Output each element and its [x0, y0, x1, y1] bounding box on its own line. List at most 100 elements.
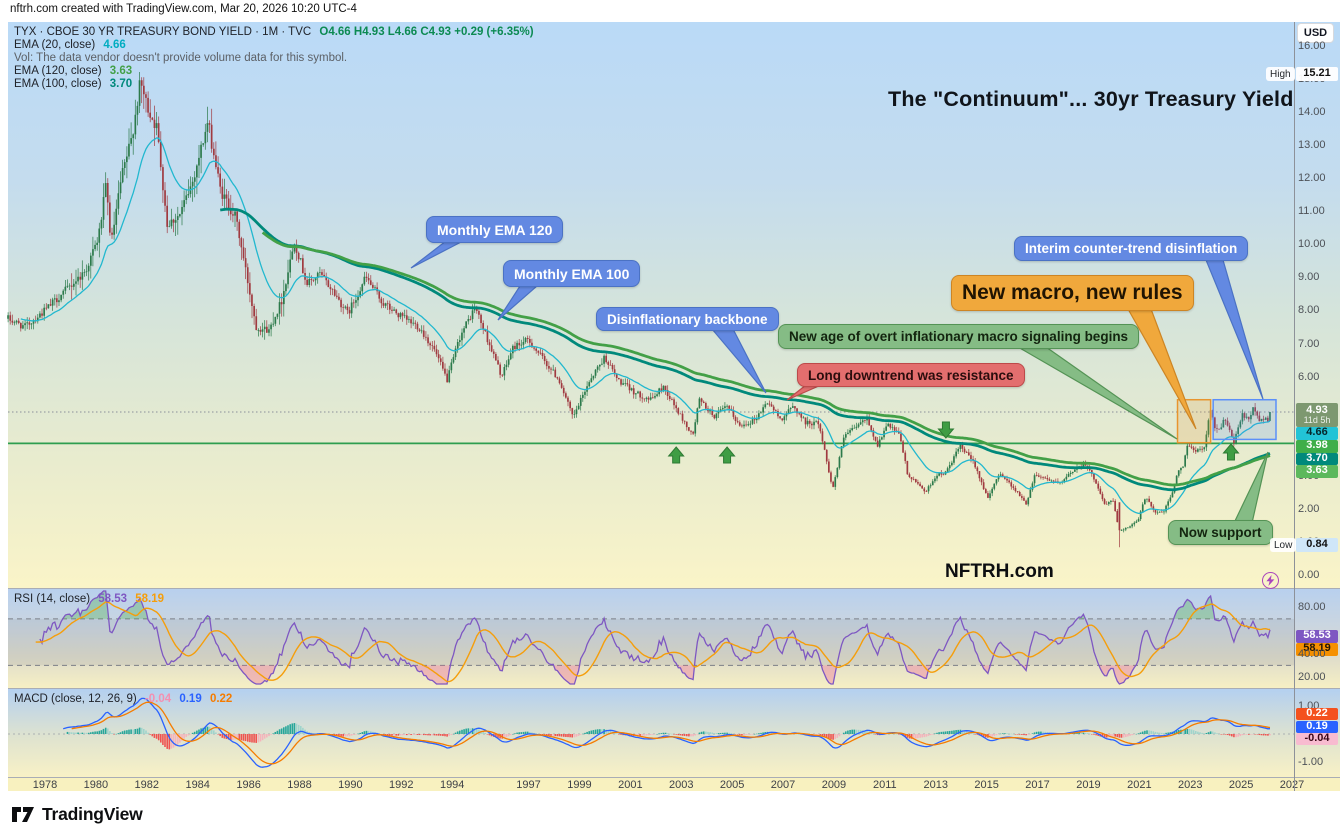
main-chart-canvas[interactable]: [7, 22, 1294, 588]
symbol-title: TYX · CBOE 30 YR TREASURY BOND YIELD · 1…: [14, 26, 312, 38]
high-value-badge: 15.21: [1296, 67, 1338, 81]
boost-lightning-icon[interactable]: [1262, 572, 1279, 589]
highlight-box-interim-disinflation-zone[interactable]: [1212, 398, 1277, 441]
time-axis[interactable]: 1978 1980 1982 1984 1986 1988 1990 1992 1994 1997…: [8, 778, 1340, 791]
macd-label: MACD (close, 12, 26, 9): [14, 693, 137, 705]
watermark-text: NFTRH.com: [945, 561, 1054, 582]
tradingview-logo[interactable]: TradingView: [12, 804, 143, 825]
rsi-tick-40: 40.00: [1298, 648, 1326, 660]
year-label-1992: 1992: [389, 779, 414, 791]
currency-button[interactable]: USD: [1297, 23, 1334, 43]
rsi-label: RSI (14, close): [14, 593, 91, 605]
price-tick-2: 2.00: [1298, 502, 1320, 515]
price-tick-11: 11.00: [1298, 205, 1325, 218]
ema120-value: 3.63: [109, 65, 133, 77]
price-tick-13: 13.00: [1298, 139, 1326, 152]
macd-hist-value: -0.04: [144, 693, 172, 705]
ema100-price-badge: 3.70: [1296, 452, 1338, 465]
ema20-value: 4.66: [103, 39, 126, 51]
ema20-legend[interactable]: EMA (20, close) 4.66: [14, 39, 126, 51]
macd-legend[interactable]: MACD (close, 12, 26, 9) -0.04 0.19 0.22: [14, 693, 232, 705]
macd-hist-badge: -0.04: [1296, 732, 1338, 745]
year-label-2011: 2011: [873, 779, 897, 791]
ema120-price-badge: 3.63: [1296, 465, 1338, 478]
rsi-legend[interactable]: RSI (14, close) 58.53 58.19: [14, 593, 164, 605]
year-label-1994: 1994: [439, 779, 465, 791]
callout-interim-disinflation[interactable]: Interim counter-trend disinflation: [1014, 236, 1249, 261]
price-tick-8: 8.00: [1298, 304, 1320, 317]
support-level-badge: 3.98: [1296, 440, 1338, 453]
macd-line-badge: 0.19: [1296, 720, 1338, 733]
year-label-1986: 1986: [236, 779, 261, 791]
year-label-1978: 1978: [32, 779, 58, 791]
year-label-1999: 1999: [567, 779, 592, 791]
year-label-2023: 2023: [1178, 779, 1203, 791]
rsi-ma-value: 58.19: [135, 593, 165, 605]
high-label: High: [1266, 67, 1295, 81]
rsi-ma-badge: 58.19: [1296, 643, 1338, 656]
callout-tail: [1126, 308, 1197, 430]
year-label-2021: 2021: [1127, 779, 1152, 791]
callout-tail: [1205, 259, 1264, 400]
low-label: Low: [1270, 538, 1297, 552]
year-label-2003: 2003: [669, 779, 694, 791]
up-arrow-marker[interactable]: [718, 446, 736, 464]
last-price-value: 4.93: [1306, 403, 1328, 416]
macd-tick-neg1: -1.00: [1298, 756, 1324, 768]
ema100-value: 3.70: [109, 78, 133, 90]
down-arrow-marker[interactable]: [937, 421, 955, 439]
lightning-glyph: [1266, 575, 1275, 586]
up-arrow-marker[interactable]: [667, 446, 685, 464]
year-label-2001: 2001: [618, 779, 643, 791]
year-label-2005: 2005: [719, 779, 745, 791]
rsi-chart-canvas[interactable]: [8, 589, 1294, 688]
callout-long-downtrend-resistance[interactable]: Long downtrend was resistance: [797, 363, 1025, 387]
ema100-legend[interactable]: EMA (100, close) 3.70: [14, 78, 132, 90]
macd-line-value: 0.19: [179, 693, 202, 705]
rsi-tick-20: 20.00: [1298, 671, 1326, 683]
highlight-box-new-macro-zone[interactable]: [1176, 398, 1212, 444]
price-tick-12: 12.00: [1298, 172, 1326, 185]
price-tick-6: 6.00: [1298, 370, 1320, 383]
price-tick-0: 0.00: [1298, 569, 1320, 581]
year-label-2013: 2013: [923, 779, 948, 791]
rsi-value: 58.53: [98, 593, 128, 605]
pane-separator[interactable]: [8, 688, 1340, 689]
macd-pane[interactable]: [8, 689, 1340, 777]
low-value-badge: 0.84: [1296, 538, 1338, 552]
price-tick-14: 14.00: [1298, 106, 1326, 119]
callout-tail: [1015, 346, 1178, 440]
callout-monthly-ema-120[interactable]: Monthly EMA 120: [426, 216, 564, 243]
callout-new-macro-new-rules[interactable]: New macro, new rules: [951, 275, 1194, 311]
callout-new-age-inflationary[interactable]: New age of overt inflationary macro sign…: [778, 324, 1140, 349]
callout-monthly-ema-100[interactable]: Monthly EMA 100: [503, 260, 641, 287]
volume-note-text: Vol: The data vendor doesn't provide vol…: [14, 52, 348, 64]
last-price-badge: 4.93 11d 5h: [1296, 403, 1338, 427]
callout-disinflationary-backbone[interactable]: Disinflationary backbone: [596, 307, 779, 331]
rsi-tick-80: 80.00: [1298, 601, 1326, 613]
year-label-2027: 2027: [1279, 779, 1305, 791]
year-label-1982: 1982: [134, 779, 160, 791]
year-label-1980: 1980: [83, 779, 109, 791]
pane-separator[interactable]: [8, 588, 1340, 589]
ema20-price-badge: 4.66: [1296, 427, 1338, 440]
time-axis-separator: [8, 777, 1340, 778]
callout-now-support[interactable]: Now support: [1168, 520, 1273, 545]
ema120-label: EMA (120, close): [14, 65, 102, 77]
up-arrow-marker[interactable]: [1222, 443, 1240, 461]
year-label-1997: 1997: [516, 779, 541, 791]
price-axis-separator: [1294, 22, 1295, 791]
year-label-2007: 2007: [770, 779, 796, 791]
macd-chart-canvas[interactable]: [8, 689, 1294, 777]
ema20-label: EMA (20, close): [14, 39, 96, 51]
bar-countdown: 11d 5h: [1303, 415, 1331, 426]
ohlc-values: O4.66 H4.93 L4.66 C4.93 +0.29 (+6.35%): [319, 26, 534, 38]
year-label-1984: 1984: [185, 779, 210, 791]
ema120-legend[interactable]: EMA (120, close) 3.63: [14, 65, 132, 77]
year-label-2019: 2019: [1076, 779, 1101, 791]
year-label-2009: 2009: [821, 779, 847, 791]
symbol-legend[interactable]: TYX · CBOE 30 YR TREASURY BOND YIELD · 1…: [14, 26, 534, 38]
price-tick-16: 16.00: [1298, 39, 1326, 52]
rsi-value-badge: 58.53: [1296, 630, 1338, 643]
